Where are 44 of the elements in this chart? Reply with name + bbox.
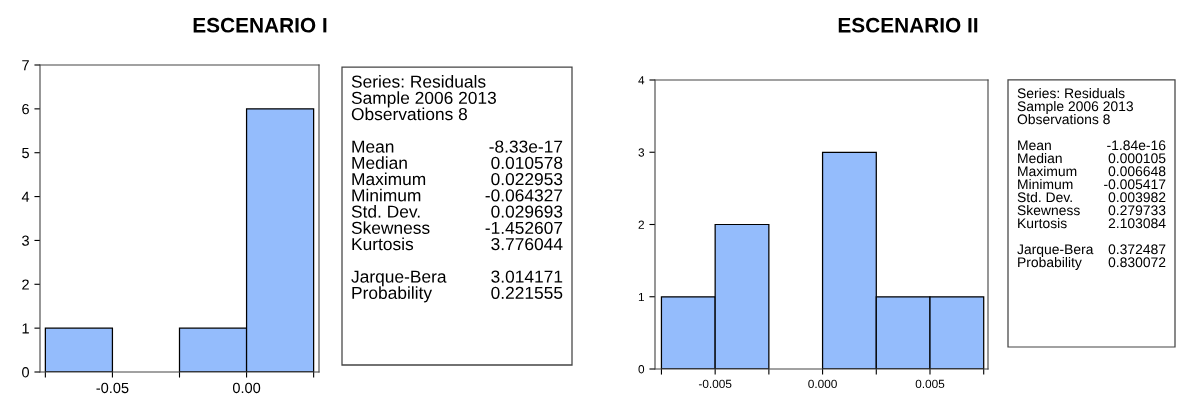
y-tick-label: 2: [638, 220, 644, 229]
x-tick-label: 0.00: [232, 382, 261, 394]
x-tick-label: 0.000: [808, 379, 837, 389]
y-tick-label: 2: [22, 279, 29, 290]
text: Std. Dev. 0.029693: [351, 205, 563, 218]
text: Series: Residuals: [1017, 88, 1125, 99]
y-tick-label: 0: [22, 367, 30, 378]
x-tick-label: -0.05: [96, 382, 129, 394]
text: Kurtosis 2.103084: [1018, 218, 1166, 229]
text: Series: Residuals: [351, 75, 486, 88]
text: Median 0.010578: [352, 156, 563, 169]
chart-title: ESCENARIO I: [193, 17, 327, 33]
y-tick-label: 0: [638, 365, 645, 374]
text: Probability 0.830072: [1018, 257, 1166, 270]
y-tick-label: 1: [638, 292, 645, 302]
text: Jarque-Bera 0.372487: [1017, 244, 1166, 257]
text: Maximum 0.006648: [1018, 166, 1166, 177]
y-tick-label: 3: [638, 148, 645, 157]
text: Observations 8: [351, 107, 468, 121]
y-tick-label: 4: [638, 76, 645, 85]
text: Std. Dev. 0.003982: [1017, 192, 1166, 203]
text: Median 0.000105: [1018, 153, 1166, 164]
chart-title: ESCENARIO II: [838, 17, 978, 33]
text: Mean -1.84e-16: [1018, 140, 1166, 151]
y-tick-label: 7: [22, 60, 29, 71]
text: Kurtosis 3.776044: [352, 237, 563, 251]
y-tick-label: 6: [22, 103, 29, 115]
text: Sample 2006 2013: [1017, 101, 1133, 114]
text: Minimum -0.005417: [1018, 179, 1166, 190]
y-tick-label: 4: [21, 191, 30, 202]
x-tick-label: -0.005: [698, 379, 732, 389]
text: Probability 0.221555: [352, 286, 563, 303]
y-tick-label: 5: [22, 147, 29, 159]
text: Mean -8.33e-17: [352, 140, 563, 153]
text: Sample 2006 2013: [351, 91, 496, 108]
y-tick-label: 3: [22, 235, 29, 246]
text: Jarque-Bera 3.014171: [351, 270, 563, 287]
x-tick-label: 0.005: [915, 379, 945, 389]
text: Observations 8: [1017, 114, 1110, 125]
y-tick-label: 1: [22, 323, 29, 334]
text: Maximum 0.022953: [352, 172, 563, 186]
text: Minimum -0.064327: [352, 188, 563, 202]
text: Skewness 0.279733: [1017, 205, 1166, 216]
text: Skewness -1.452607: [351, 221, 563, 234]
